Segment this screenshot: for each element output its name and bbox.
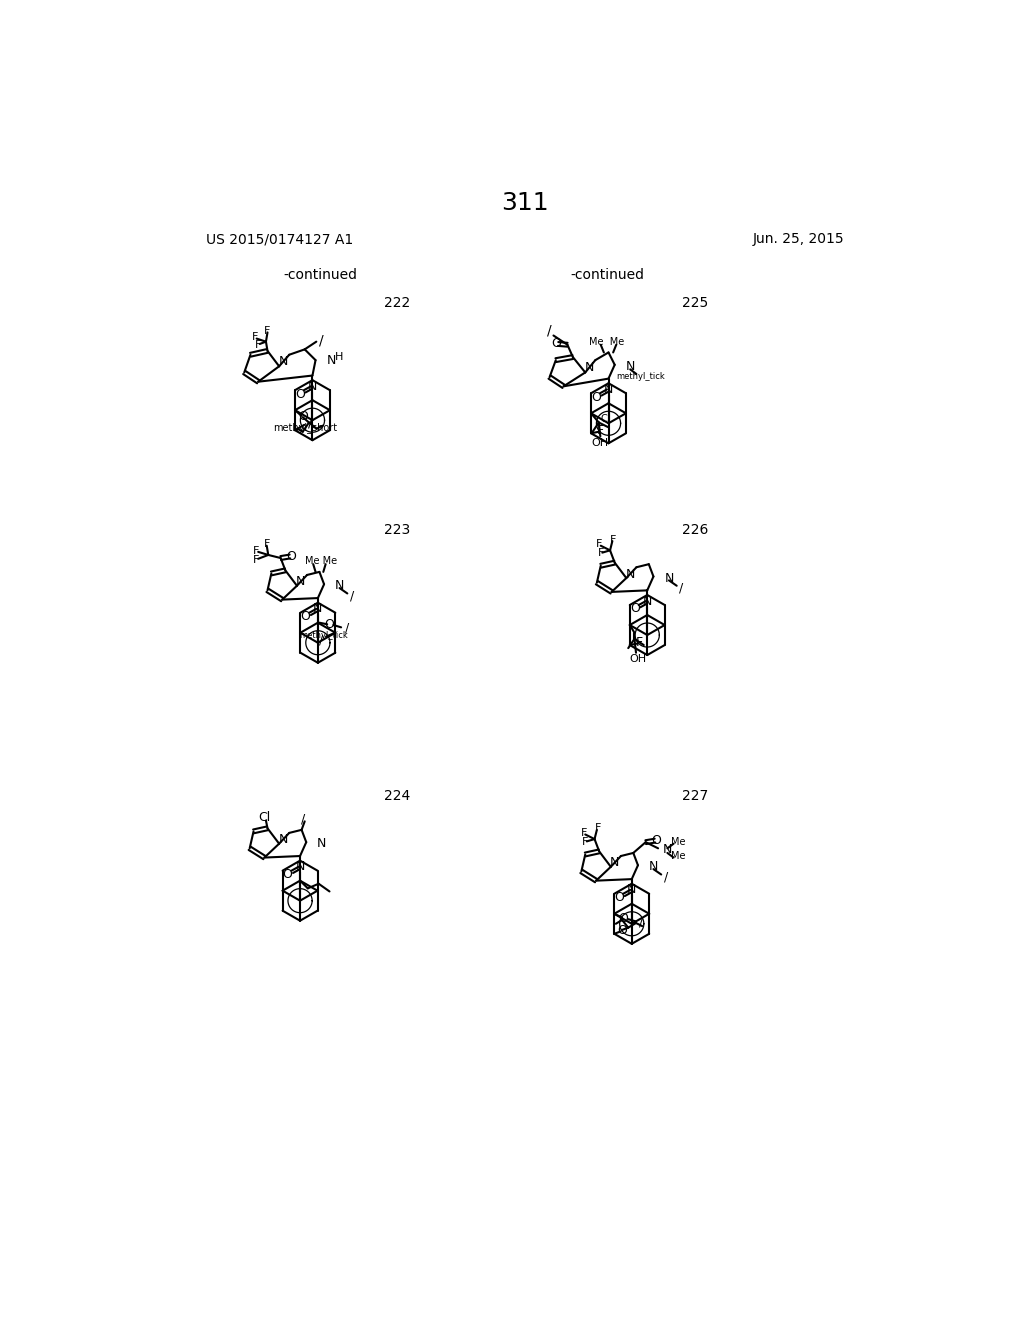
- Text: N: N: [335, 579, 344, 593]
- Text: US 2015/0174127 A1: US 2015/0174127 A1: [206, 232, 352, 247]
- Text: Me: Me: [671, 837, 685, 847]
- Text: /: /: [679, 582, 683, 594]
- Text: 224: 224: [384, 789, 410, 803]
- Text: F: F: [598, 548, 604, 558]
- Text: N: N: [295, 861, 305, 874]
- Text: O: O: [298, 409, 307, 422]
- Text: methyl_short: methyl_short: [273, 422, 337, 433]
- Text: -continued: -continued: [570, 268, 644, 282]
- Text: N: N: [626, 568, 635, 581]
- Text: F: F: [597, 425, 604, 437]
- Text: Jun. 25, 2015: Jun. 25, 2015: [753, 232, 844, 247]
- Text: F: F: [636, 636, 643, 649]
- Text: N: N: [317, 837, 327, 850]
- Text: H: H: [335, 352, 343, 362]
- Text: N: N: [663, 843, 672, 857]
- Text: Me Me: Me Me: [305, 556, 337, 566]
- Text: O: O: [295, 388, 305, 400]
- Text: F: F: [264, 326, 270, 335]
- Text: N: N: [627, 883, 637, 896]
- Text: O: O: [630, 602, 640, 615]
- Text: -continued: -continued: [284, 268, 357, 282]
- Text: 227: 227: [682, 789, 709, 803]
- Text: 225: 225: [682, 296, 709, 310]
- Text: /: /: [319, 333, 324, 347]
- Text: F: F: [610, 535, 616, 545]
- Text: N: N: [610, 857, 620, 870]
- Text: N: N: [604, 383, 613, 396]
- Text: O: O: [591, 391, 601, 404]
- Text: F: F: [255, 339, 261, 350]
- Text: O: O: [300, 610, 310, 623]
- Text: F: F: [581, 828, 587, 838]
- Text: N: N: [585, 362, 594, 375]
- Text: O: O: [287, 550, 297, 564]
- Text: /: /: [639, 916, 643, 929]
- Text: 222: 222: [384, 296, 410, 310]
- Text: C: C: [600, 414, 607, 425]
- Text: /: /: [664, 870, 668, 883]
- Text: F: F: [253, 546, 259, 556]
- Text: N: N: [643, 594, 652, 607]
- Text: OH: OH: [592, 437, 609, 447]
- Text: N: N: [279, 833, 288, 846]
- Text: methyl_tick: methyl_tick: [299, 631, 348, 640]
- Text: methyl_tick: methyl_tick: [616, 372, 666, 380]
- Text: 226: 226: [682, 523, 709, 536]
- Text: N: N: [308, 380, 317, 393]
- Text: /: /: [350, 589, 354, 602]
- Text: F: F: [595, 824, 601, 833]
- Text: N: N: [665, 572, 674, 585]
- Text: F: F: [252, 333, 258, 342]
- Text: /: /: [345, 622, 349, 635]
- Text: Me: Me: [671, 851, 685, 861]
- Text: 223: 223: [384, 523, 410, 536]
- Text: /: /: [319, 634, 324, 647]
- Text: OH: OH: [629, 653, 646, 664]
- Text: O: O: [324, 618, 334, 631]
- Text: N: N: [626, 360, 635, 372]
- Text: F: F: [253, 554, 259, 565]
- Text: O: O: [617, 924, 627, 937]
- Text: F: F: [582, 837, 589, 847]
- Text: Cl: Cl: [258, 810, 270, 824]
- Text: /: /: [308, 416, 312, 429]
- Text: O: O: [651, 834, 662, 847]
- Text: 311: 311: [501, 191, 549, 215]
- Text: O: O: [552, 337, 561, 350]
- Text: N: N: [296, 576, 305, 589]
- Text: O: O: [618, 912, 629, 925]
- Text: N: N: [327, 354, 336, 367]
- Text: N: N: [649, 861, 658, 874]
- Text: O: O: [614, 891, 625, 904]
- Text: F: F: [596, 539, 602, 549]
- Text: N: N: [279, 355, 288, 368]
- Text: /: /: [301, 813, 305, 825]
- Text: N: N: [313, 602, 323, 615]
- Text: Me  Me: Me Me: [590, 337, 625, 347]
- Text: O: O: [283, 869, 293, 880]
- Text: F: F: [263, 539, 270, 549]
- Text: /: /: [547, 323, 551, 338]
